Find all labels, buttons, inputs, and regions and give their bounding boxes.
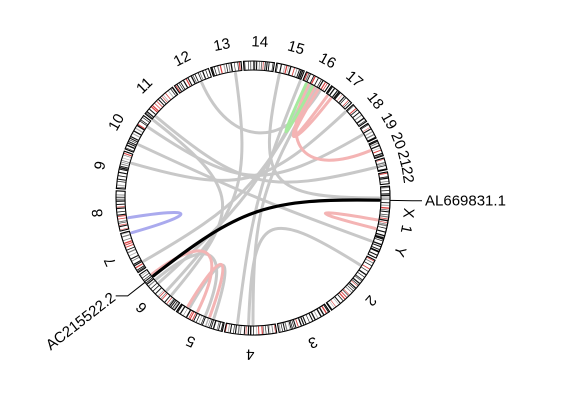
chromosome-8-band <box>115 190 130 232</box>
chromosome-10-band <box>124 114 152 153</box>
grey-link-0 <box>152 118 224 296</box>
chromosome-label-y: Y <box>390 244 409 259</box>
chromosome-label-17: 17 <box>342 68 366 92</box>
chromosome-2-band <box>325 255 376 311</box>
gene-label-al669831-1: AL669831.1 <box>425 192 506 209</box>
grey-link-7 <box>137 143 373 243</box>
chromosome-11-band <box>144 86 179 120</box>
chromosome-y-band <box>370 234 385 253</box>
red-link-18 <box>294 83 372 162</box>
chromosome-12-band <box>173 67 213 94</box>
chromosome-label-16: 16 <box>316 49 339 72</box>
chromosome-label-2: 2 <box>362 292 380 309</box>
chromosome-5-band <box>175 303 225 333</box>
red-link-20 <box>292 88 329 138</box>
gene-label-ac215522-2: AC215522.2 <box>43 289 119 354</box>
blue-link-22 <box>127 211 183 235</box>
chromosome-label-15: 15 <box>286 38 307 59</box>
chromosome-label-4: 4 <box>246 345 255 362</box>
chromosome-label-x: X <box>399 207 417 219</box>
chromosome-17-band <box>325 85 353 110</box>
chromosome-label-3: 3 <box>306 333 320 352</box>
grey-link-1 <box>165 71 244 292</box>
chromosome-13-band <box>209 60 243 77</box>
black-link-23 <box>152 198 381 278</box>
chromosome-label-8: 8 <box>89 208 107 218</box>
chromosome-label-20: 20 <box>387 130 409 152</box>
link-layer <box>127 71 381 326</box>
chromosome-label-5: 5 <box>184 332 198 351</box>
chromosome-9-band <box>115 150 134 190</box>
chromosome-label-1: 1 <box>397 223 415 235</box>
chromosome-16-band <box>302 71 331 93</box>
chromosome-x-band <box>375 185 391 237</box>
grey-link-10 <box>267 73 381 200</box>
chromosome-label-21: 21 <box>394 149 415 169</box>
chromosome-label-6: 6 <box>133 298 151 316</box>
chromosome-19-band <box>359 122 377 143</box>
chromosome-14-band <box>242 60 276 73</box>
chromosome-label-11: 11 <box>133 74 156 97</box>
chromosome-label-22: 22 <box>398 165 417 184</box>
chromosome-7-band <box>119 230 147 274</box>
chromosome-label-9: 9 <box>91 160 109 172</box>
ideogram-ring <box>115 60 391 336</box>
grey-link-9 <box>155 115 377 184</box>
chromosome-label-18: 18 <box>363 89 387 113</box>
chromosome-label-14: 14 <box>251 33 268 51</box>
gene-label-leader-1 <box>115 281 146 297</box>
grey-link-6 <box>247 226 362 326</box>
chromosome-22-band <box>378 171 390 186</box>
chromosome-21-band <box>374 157 388 173</box>
chromosome-18-band <box>345 103 368 128</box>
chromosome-label-7: 7 <box>101 254 120 269</box>
red-link-16 <box>186 262 225 318</box>
chromosome-15-band <box>274 62 306 81</box>
chromosome-20-band <box>368 139 384 160</box>
chromosome-label-19: 19 <box>377 110 400 133</box>
chromosome-4-band <box>223 322 278 336</box>
grey-link-12 <box>130 110 347 182</box>
green-link-21 <box>284 82 314 134</box>
chromosome-label-12: 12 <box>171 48 194 71</box>
chromosome-3-band <box>276 303 331 334</box>
chromosome-label-13: 13 <box>212 35 232 55</box>
chromosome-label-10: 10 <box>105 111 128 134</box>
chromosome-6-band <box>138 268 181 311</box>
red-link-17 <box>323 211 379 230</box>
